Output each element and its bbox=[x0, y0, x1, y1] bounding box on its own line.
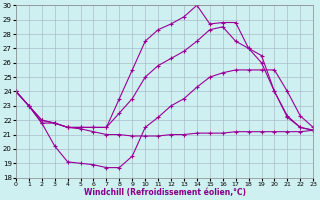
X-axis label: Windchill (Refroidissement éolien,°C): Windchill (Refroidissement éolien,°C) bbox=[84, 188, 245, 197]
